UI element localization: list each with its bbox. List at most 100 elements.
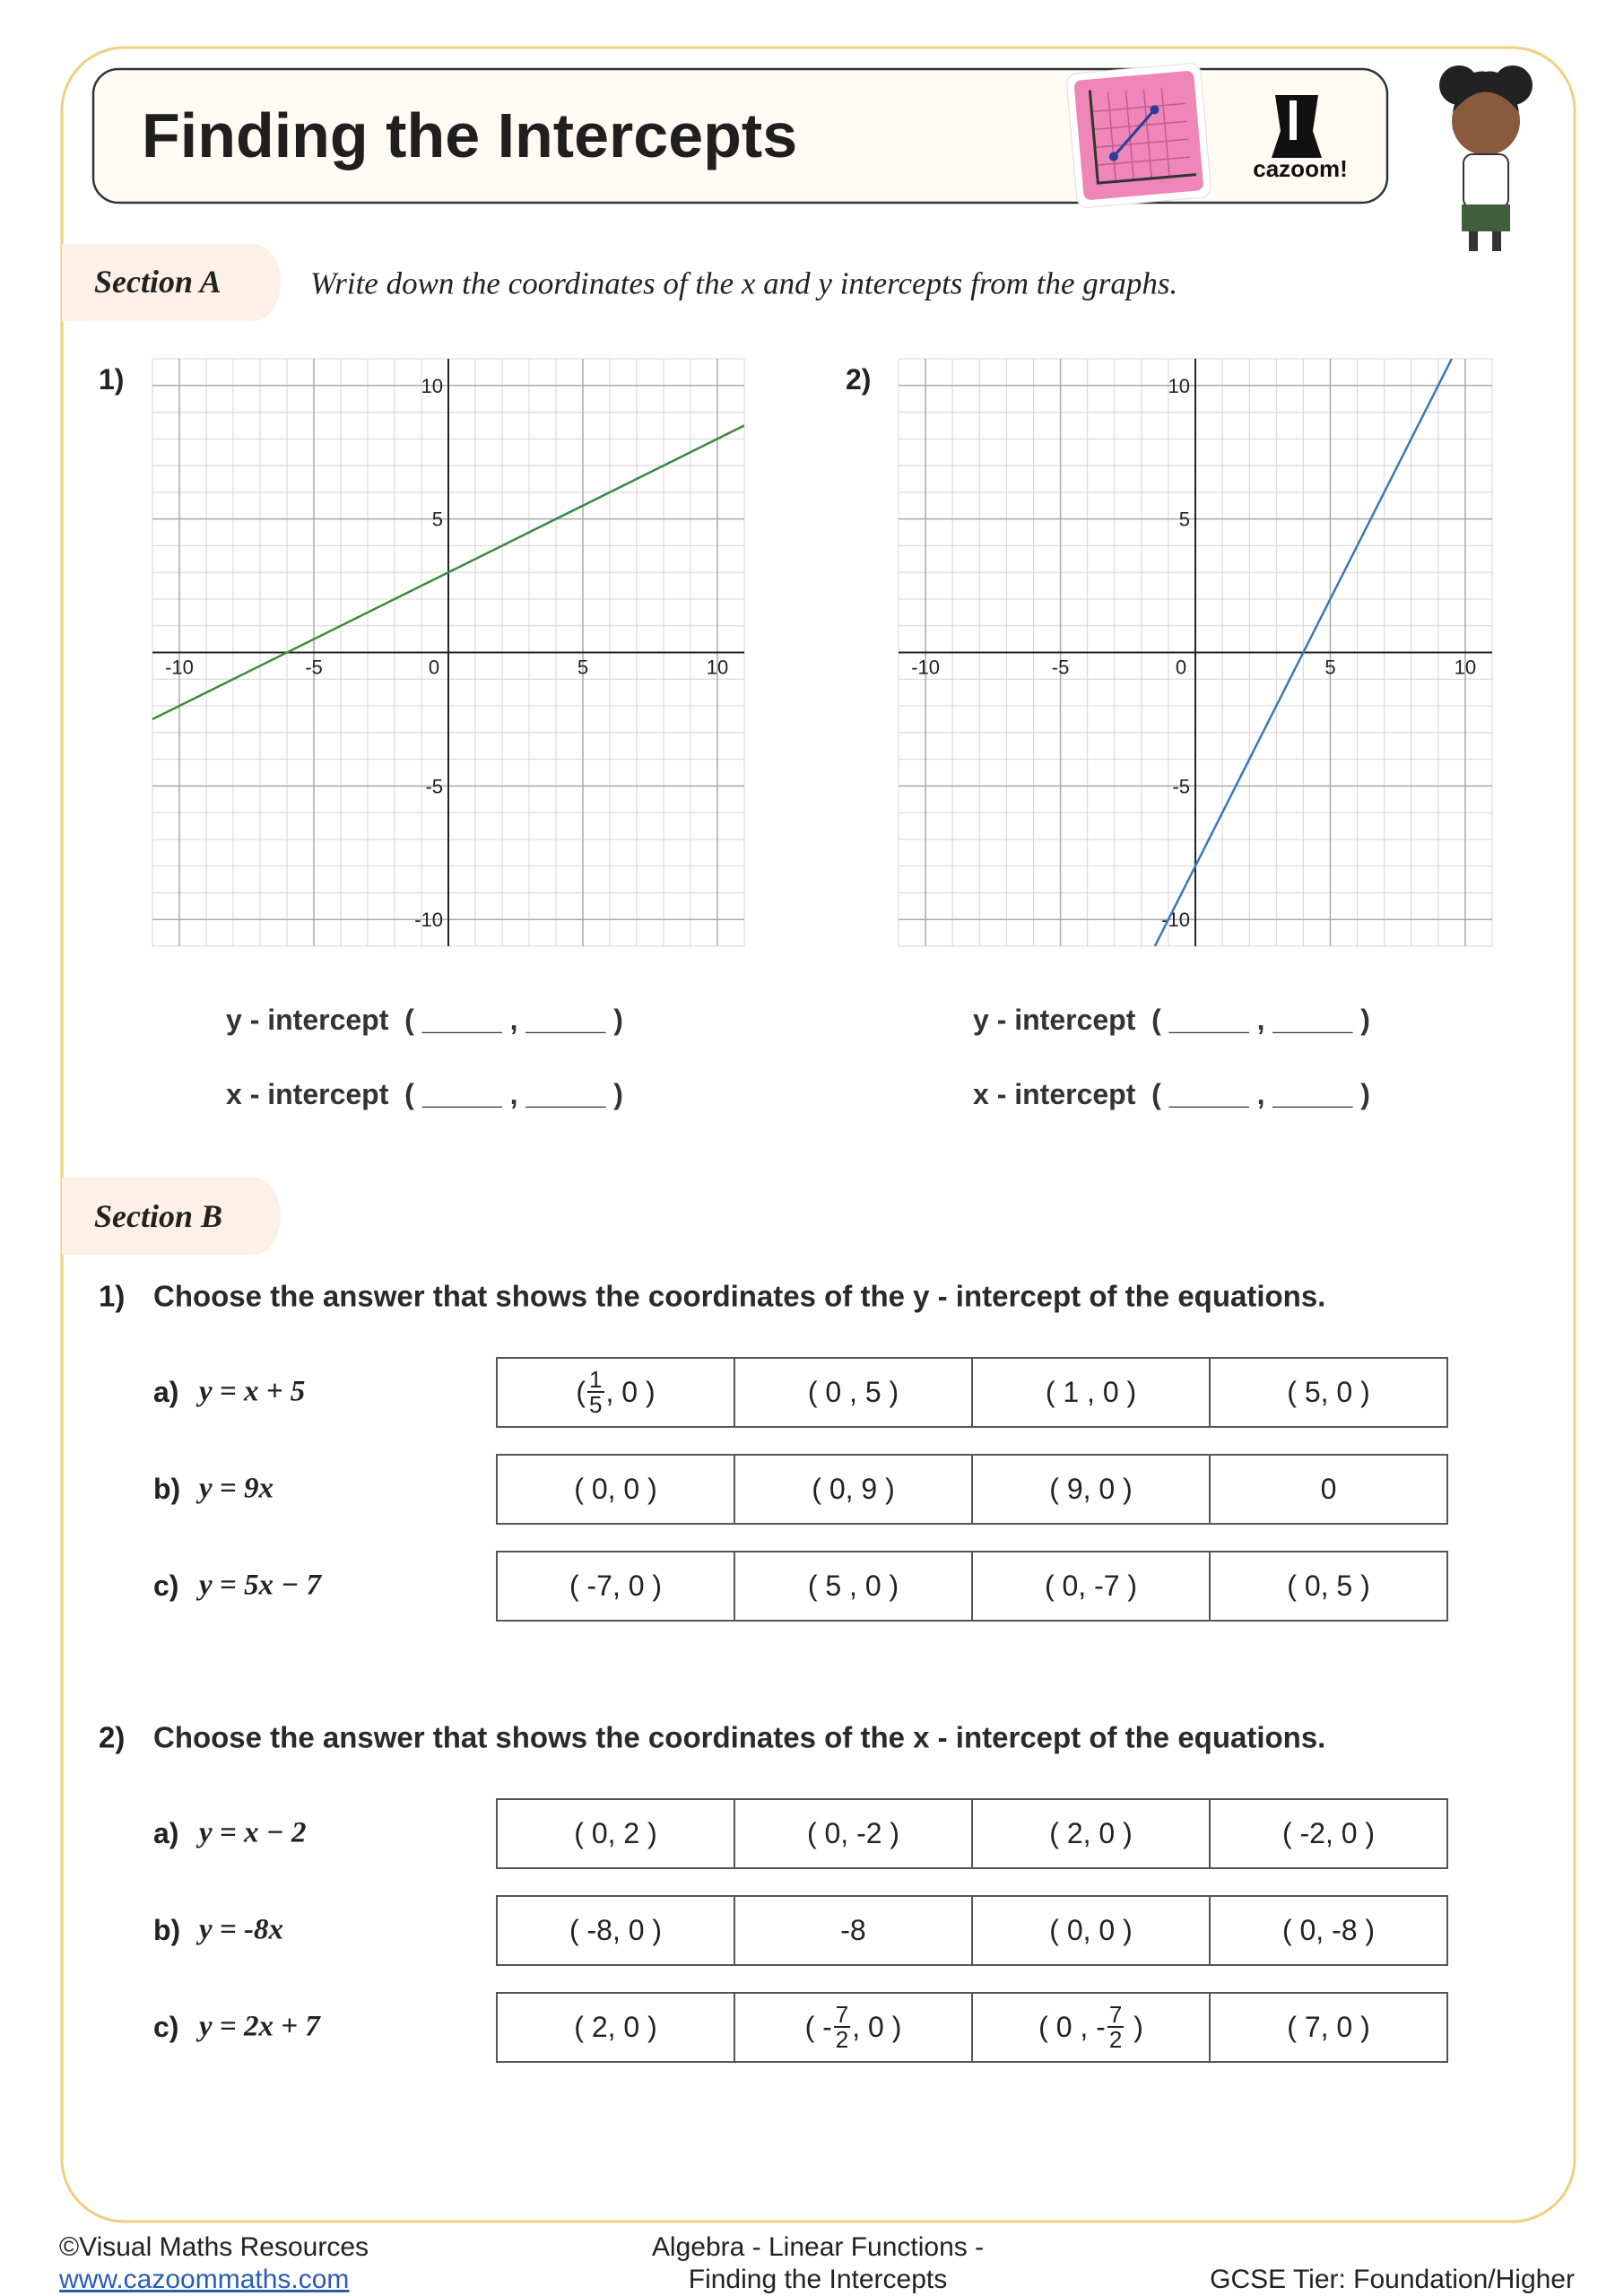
x-tick-label: -5 [1052, 657, 1070, 679]
numerator: 7 [1108, 2001, 1123, 2028]
x-tick-label: 10 [707, 657, 728, 679]
answer-option[interactable]: ( 5, 0 ) [1209, 1356, 1448, 1428]
x-tick-label: 0 [1176, 657, 1186, 679]
answer-option[interactable]: ( 0, 2 ) [496, 1797, 735, 1869]
equation: y = 2x + 7 [199, 2010, 320, 2043]
answer-option[interactable]: -8 [734, 1894, 973, 1966]
answer-option[interactable]: ( 9, 0 ) [971, 1453, 1211, 1525]
y-tick-label: -10 [1161, 909, 1190, 931]
answer-option[interactable]: ( 0, 5 ) [1209, 1550, 1448, 1622]
graph-line [1153, 359, 1453, 946]
item-letter: a) [153, 1376, 179, 1408]
denominator: 2 [833, 2026, 851, 2053]
answer-option[interactable]: ( 5 , 0 ) [734, 1550, 973, 1622]
section-a-pill [62, 244, 281, 321]
item-letter: a) [153, 1817, 179, 1849]
answer-prompt: y - intercept ( _____ , _____ ) [973, 1004, 1370, 1036]
x-tick-label: 10 [1455, 657, 1476, 679]
logo-mark-gap [1290, 100, 1297, 140]
answer-option[interactable]: (1 5, 0 ) [496, 1356, 735, 1428]
section-b-pill [62, 1178, 281, 1255]
character [1439, 65, 1533, 251]
item-letter: b) [153, 1473, 181, 1505]
graph-icon [1066, 63, 1211, 208]
answer-option[interactable]: ( 2, 0 ) [971, 1797, 1211, 1869]
option-text: ( 0 , - [1038, 2010, 1106, 2043]
topic-line: Algebra - Linear Functions - [651, 2232, 985, 2262]
option-text: , 0 ) [605, 1375, 656, 1408]
graph: -10 -5 0 5 10 -10 -5 5 10 [152, 358, 745, 947]
y-tick-label: 10 [1168, 375, 1190, 397]
numerator: 7 [835, 2001, 849, 2028]
numerator: 1 [589, 1366, 603, 1393]
equation: y = 5x − 7 [199, 1569, 321, 1602]
question-text: Choose the answer that shows the coordin… [153, 1720, 1326, 1754]
item-letter: c) [153, 1570, 179, 1602]
answer-option[interactable]: ( -2, 0 ) [1209, 1797, 1448, 1869]
question-number: 1) [99, 1279, 126, 1313]
title-box [91, 67, 1389, 204]
logo-text: cazoom! [1253, 155, 1347, 182]
answer-option[interactable]: 0 [1209, 1453, 1448, 1525]
page-frame [60, 46, 1576, 2223]
instruction: Write down the coordinates of the x and … [310, 265, 1178, 301]
website-link[interactable]: www.cazoommaths.com [59, 2265, 350, 2294]
answer-option[interactable]: ( 0, 0 ) [496, 1453, 735, 1525]
question-text: Choose the answer that shows the coordin… [153, 1279, 1326, 1313]
section-label: Section A [94, 264, 221, 300]
answer-prompt: y - intercept ( _____ , _____ ) [226, 1004, 623, 1036]
equation: y = -8x [199, 1913, 283, 1946]
question-number: 1) [99, 363, 125, 396]
copyright: ©Visual Maths Resources [59, 2232, 369, 2262]
graph-line [152, 424, 744, 721]
option-text: ( [576, 1375, 586, 1408]
section-label: Section B [94, 1198, 223, 1234]
answer-prompt: x - intercept ( _____ , _____ ) [226, 1078, 623, 1110]
answer-option[interactable]: ( 0 , 5 ) [734, 1356, 973, 1428]
y-tick-label: 5 [1179, 509, 1190, 531]
question-number: 2) [99, 1720, 126, 1754]
equation: y = x + 5 [199, 1375, 306, 1408]
equation: y = x − 2 [199, 1816, 307, 1849]
y-tick-label: 5 [432, 509, 443, 531]
x-tick-label: -10 [165, 657, 194, 679]
answer-option[interactable]: ( -7, 0 ) [496, 1550, 735, 1622]
title: Finding the Intercepts [142, 100, 798, 170]
answer-option[interactable]: ( -8, 0 ) [496, 1894, 735, 1966]
graph: -10 -5 0 5 10 -10 -5 5 10 [898, 358, 1493, 947]
answer-option[interactable]: ( 1 , 0 ) [971, 1356, 1211, 1428]
answer-option[interactable]: ( 2, 0 ) [496, 1991, 735, 2063]
y-tick-label: -5 [1172, 775, 1190, 797]
answer-option[interactable]: ( 0, 0 ) [971, 1894, 1211, 1966]
topic-line: Finding the Intercepts [688, 2265, 948, 2294]
tier: GCSE Tier: Foundation/Higher [1210, 2265, 1575, 2294]
x-tick-label: 5 [578, 657, 588, 679]
denominator: 2 [1107, 2026, 1125, 2053]
equation: y = 9x [199, 1472, 274, 1505]
answer-option[interactable]: ( 7, 0 ) [1209, 1991, 1448, 2063]
answer-option[interactable]: ( 0, -2 ) [734, 1797, 973, 1869]
y-tick-label: -5 [425, 775, 443, 797]
x-tick-label: -5 [305, 657, 323, 679]
answer-prompt: x - intercept ( _____ , _____ ) [973, 1078, 1370, 1110]
x-tick-label: 0 [429, 657, 439, 679]
y-tick-label: 10 [421, 375, 443, 397]
y-tick-label: -10 [414, 909, 443, 931]
item-letter: b) [153, 1914, 181, 1946]
x-tick-label: 5 [1324, 657, 1335, 679]
item-letter: c) [153, 2011, 179, 2043]
answer-option[interactable]: ( 0, -7 ) [971, 1550, 1211, 1622]
option-text: ) [1125, 2010, 1143, 2043]
answer-option[interactable]: ( 0, 9 ) [734, 1453, 973, 1525]
denominator: 5 [587, 1391, 604, 1418]
option-text: , 0 ) [852, 2010, 902, 2043]
option-text: ( - [804, 2010, 832, 2043]
question-number: 2) [846, 363, 872, 396]
answer-option[interactable]: ( 0, -8 ) [1209, 1894, 1448, 1966]
